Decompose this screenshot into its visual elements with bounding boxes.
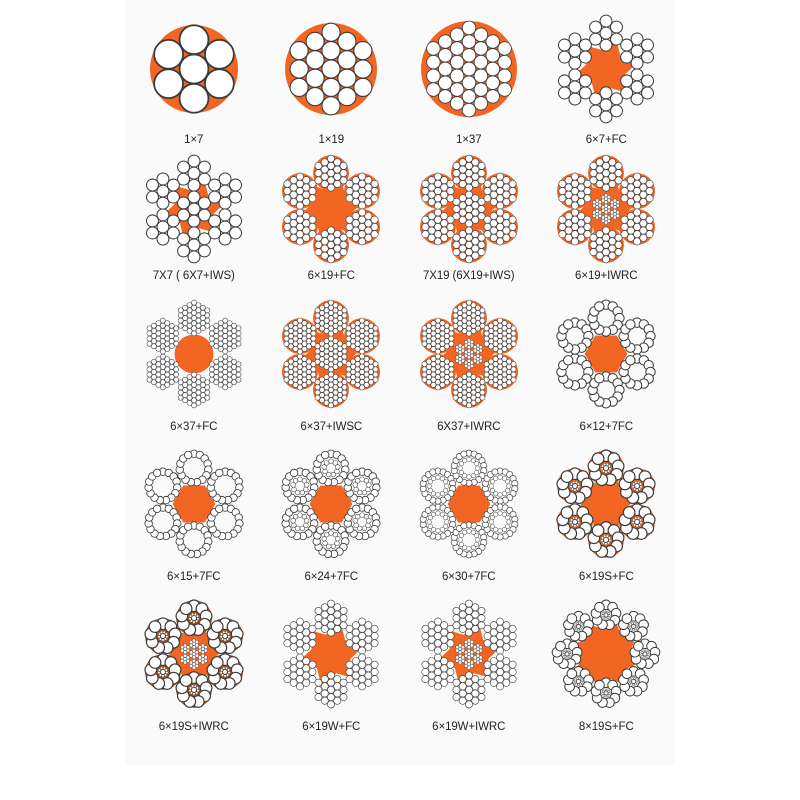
diagram-label-6x37-fc: 6×37+FC [170,421,218,433]
diagram-label-6x37-iwsc: 6×37+IWSC [300,421,363,433]
diagram-cell-6x19w-fc[interactable]: 6×19W+FC [263,595,401,750]
diagram-cell-6x30-7fc[interactable]: 6×30+7FC [400,445,538,595]
diagram-label-7x19-iws: 7X19 (6X19+IWS) [422,270,515,282]
wire-rope-cross-section-7x19-iws [410,154,528,264]
diagram-label-6x24-7fc: 6×24+7FC [304,571,359,583]
diagram-label-6x12-7fc: 6×12+7FC [579,421,634,433]
wire-rope-cross-section-6x12-7fc [547,299,665,409]
wire-rope-cross-section-6x19-fc [272,154,390,264]
diagram-cell-6x19s-iwrc[interactable]: 6×19S+IWRC [125,595,263,750]
diagram-cell-1x37[interactable]: 1×37 [400,0,538,150]
diagram-cell-8x19s-fc[interactable]: 8×19S+FC [538,595,676,750]
diagram-label-6x19s-iwrc: 6×19S+IWRC [158,721,229,733]
wire-rope-cross-section-8x19s-fc [547,599,665,709]
diagram-label-8x19s-fc: 8×19S+FC [578,721,634,733]
diagram-cell-1x7[interactable]: 1×7 [125,0,263,150]
diagram-cell-6x37-iwsc[interactable]: 6×37+IWSC [263,295,401,445]
diagram-cell-6x19w-iwrc[interactable]: 6×19W+IWRC [400,595,538,750]
wire-rope-cross-section-1x37 [410,14,528,124]
diagram-cell-1x19[interactable]: 1×19 [263,0,401,150]
diagram-cell-6x19-iwrc[interactable]: 6×19+IWRC [538,150,676,295]
diagram-cell-6x37-iwrc[interactable]: 6X37+IWRC [400,295,538,445]
wire-rope-cross-section-6x19w-iwrc [410,599,528,709]
diagram-label-6x19s-fc: 6×19S+FC [578,571,634,583]
diagram-label-1x7: 1×7 [184,134,204,146]
diagram-cell-6x19-fc[interactable]: 6×19+FC [263,150,401,295]
diagram-label-6x30-7fc: 6×30+7FC [441,571,496,583]
wire-rope-cross-section-6x19s-iwrc [135,599,253,709]
wire-rope-cross-section-6x37-iwrc [410,299,528,409]
diagram-label-6x19w-iwrc: 6×19W+IWRC [432,721,506,733]
wire-rope-cross-section-6x19-iwrc [547,154,665,264]
diagram-label-6x19w-fc: 6×19W+FC [302,721,361,733]
diagram-cell-6x15-7fc[interactable]: 6×15+7FC [125,445,263,595]
diagram-cell-7x19-iws[interactable]: 7X19 (6X19+IWS) [400,150,538,295]
wire-rope-cross-section-6x7-fc [547,14,665,124]
wire-rope-cross-section-6x15-7fc [135,449,253,559]
diagram-grid: 1×7 1×19 1×37 6×7+FC 7X7 ( 6X7+IWS) 6×19+FC 7X… [125,0,675,765]
wire-rope-cross-section-6x19s-fc [547,449,665,559]
diagram-cell-6x12-7fc[interactable]: 6×12+7FC [538,295,676,445]
diagram-label-6x37-iwrc: 6X37+IWRC [437,421,501,433]
wire-rope-cross-section-6x30-7fc [410,449,528,559]
wire-rope-cross-section-6x37-iwsc [272,299,390,409]
diagram-label-6x19-fc: 6×19+FC [307,270,355,282]
diagram-cell-6x37-fc[interactable]: 6×37+FC [125,295,263,445]
diagram-label-6x7-fc: 6×7+FC [585,134,627,146]
wire-rope-cross-section-1x7 [135,14,253,124]
wire-rope-cross-section-6x19w-fc [272,599,390,709]
diagram-cell-7x7-iws[interactable]: 7X7 ( 6X7+IWS) [125,150,263,295]
wire-rope-cross-section-7x7-iws [135,154,253,264]
diagram-cell-6x24-7fc[interactable]: 6×24+7FC [263,445,401,595]
wire-rope-cross-section-6x24-7fc [272,449,390,559]
diagram-cell-6x7-fc[interactable]: 6×7+FC [538,0,676,150]
diagram-label-1x37: 1×37 [455,134,482,146]
diagram-label-7x7-iws: 7X7 ( 6X7+IWS) [152,270,235,282]
wire-rope-cross-section-6x37-fc [135,299,253,409]
diagram-label-6x19-iwrc: 6×19+IWRC [575,270,638,282]
diagram-label-1x19: 1×19 [318,134,344,146]
wire-rope-cross-section-1x19 [272,14,390,124]
diagram-cell-6x19s-fc[interactable]: 6×19S+FC [538,445,676,595]
diagram-label-6x15-7fc: 6×15+7FC [166,571,221,583]
